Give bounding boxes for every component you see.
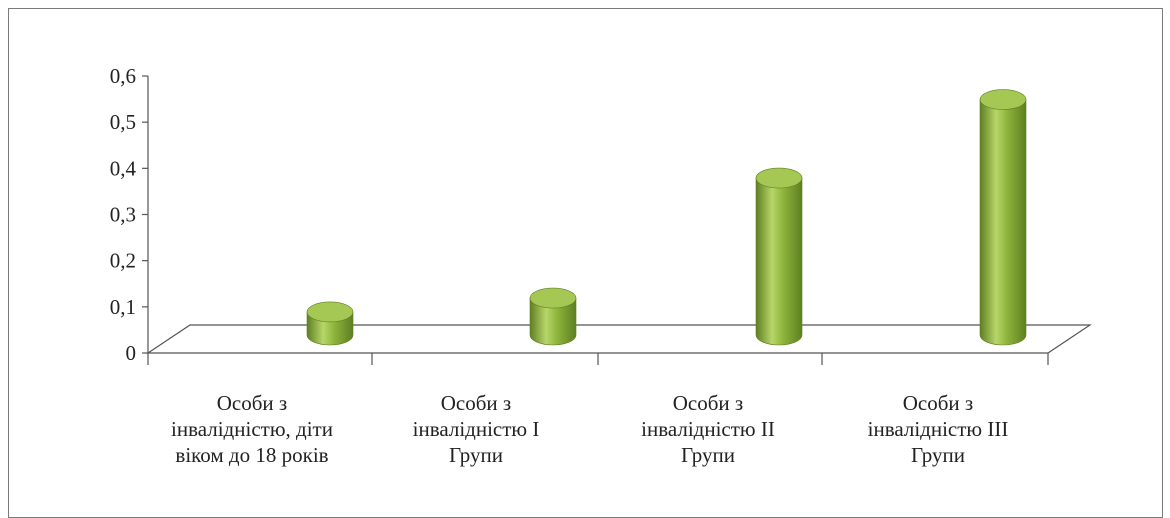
y-tick-label: 0,4 bbox=[110, 156, 137, 180]
bar-top bbox=[306, 301, 354, 323]
bar-body bbox=[755, 177, 803, 346]
x-category-label: Особи з інвалідністю І Групи bbox=[413, 391, 540, 467]
bars bbox=[306, 89, 1027, 346]
y-tick-label: 0 bbox=[126, 341, 137, 365]
bar bbox=[306, 301, 354, 346]
y-tick-label: 0,6 bbox=[110, 64, 136, 88]
chart-area: 0 0,1 0,2 0,3 0,4 0,5 0,6 Особи з інвалідністю,… bbox=[110, 64, 1092, 467]
bar bbox=[529, 287, 577, 346]
chart-frame bbox=[8, 8, 1163, 518]
bar bbox=[979, 89, 1027, 346]
axes bbox=[146, 76, 1092, 365]
bar-top bbox=[529, 287, 577, 309]
floor-plane bbox=[146, 324, 1092, 354]
y-tick-label: 0,5 bbox=[110, 110, 136, 134]
bar-body bbox=[529, 297, 577, 346]
x-category-label: Особи з інвалідністю ІІ Групи bbox=[641, 391, 775, 467]
y-tick-label: 0,2 bbox=[110, 249, 136, 273]
bar-body bbox=[979, 99, 1027, 346]
y-tick-label: 0,3 bbox=[110, 203, 136, 227]
x-category-label: Особи з інвалідністю, діти віком до 18 рок… bbox=[171, 391, 333, 467]
y-axis-ticks: 0 0,1 0,2 0,3 0,4 0,5 0,6 bbox=[110, 64, 148, 365]
x-axis-categories: Особи з інвалідністю, діти віком до 18 рок… bbox=[171, 391, 1008, 467]
x-category-label: Особи з інвалідністю ІІІ Групи bbox=[868, 391, 1009, 467]
bar-top bbox=[979, 89, 1027, 110]
bar bbox=[755, 167, 803, 346]
y-tick-label: 0,1 bbox=[110, 295, 136, 319]
bar-top bbox=[755, 167, 803, 189]
